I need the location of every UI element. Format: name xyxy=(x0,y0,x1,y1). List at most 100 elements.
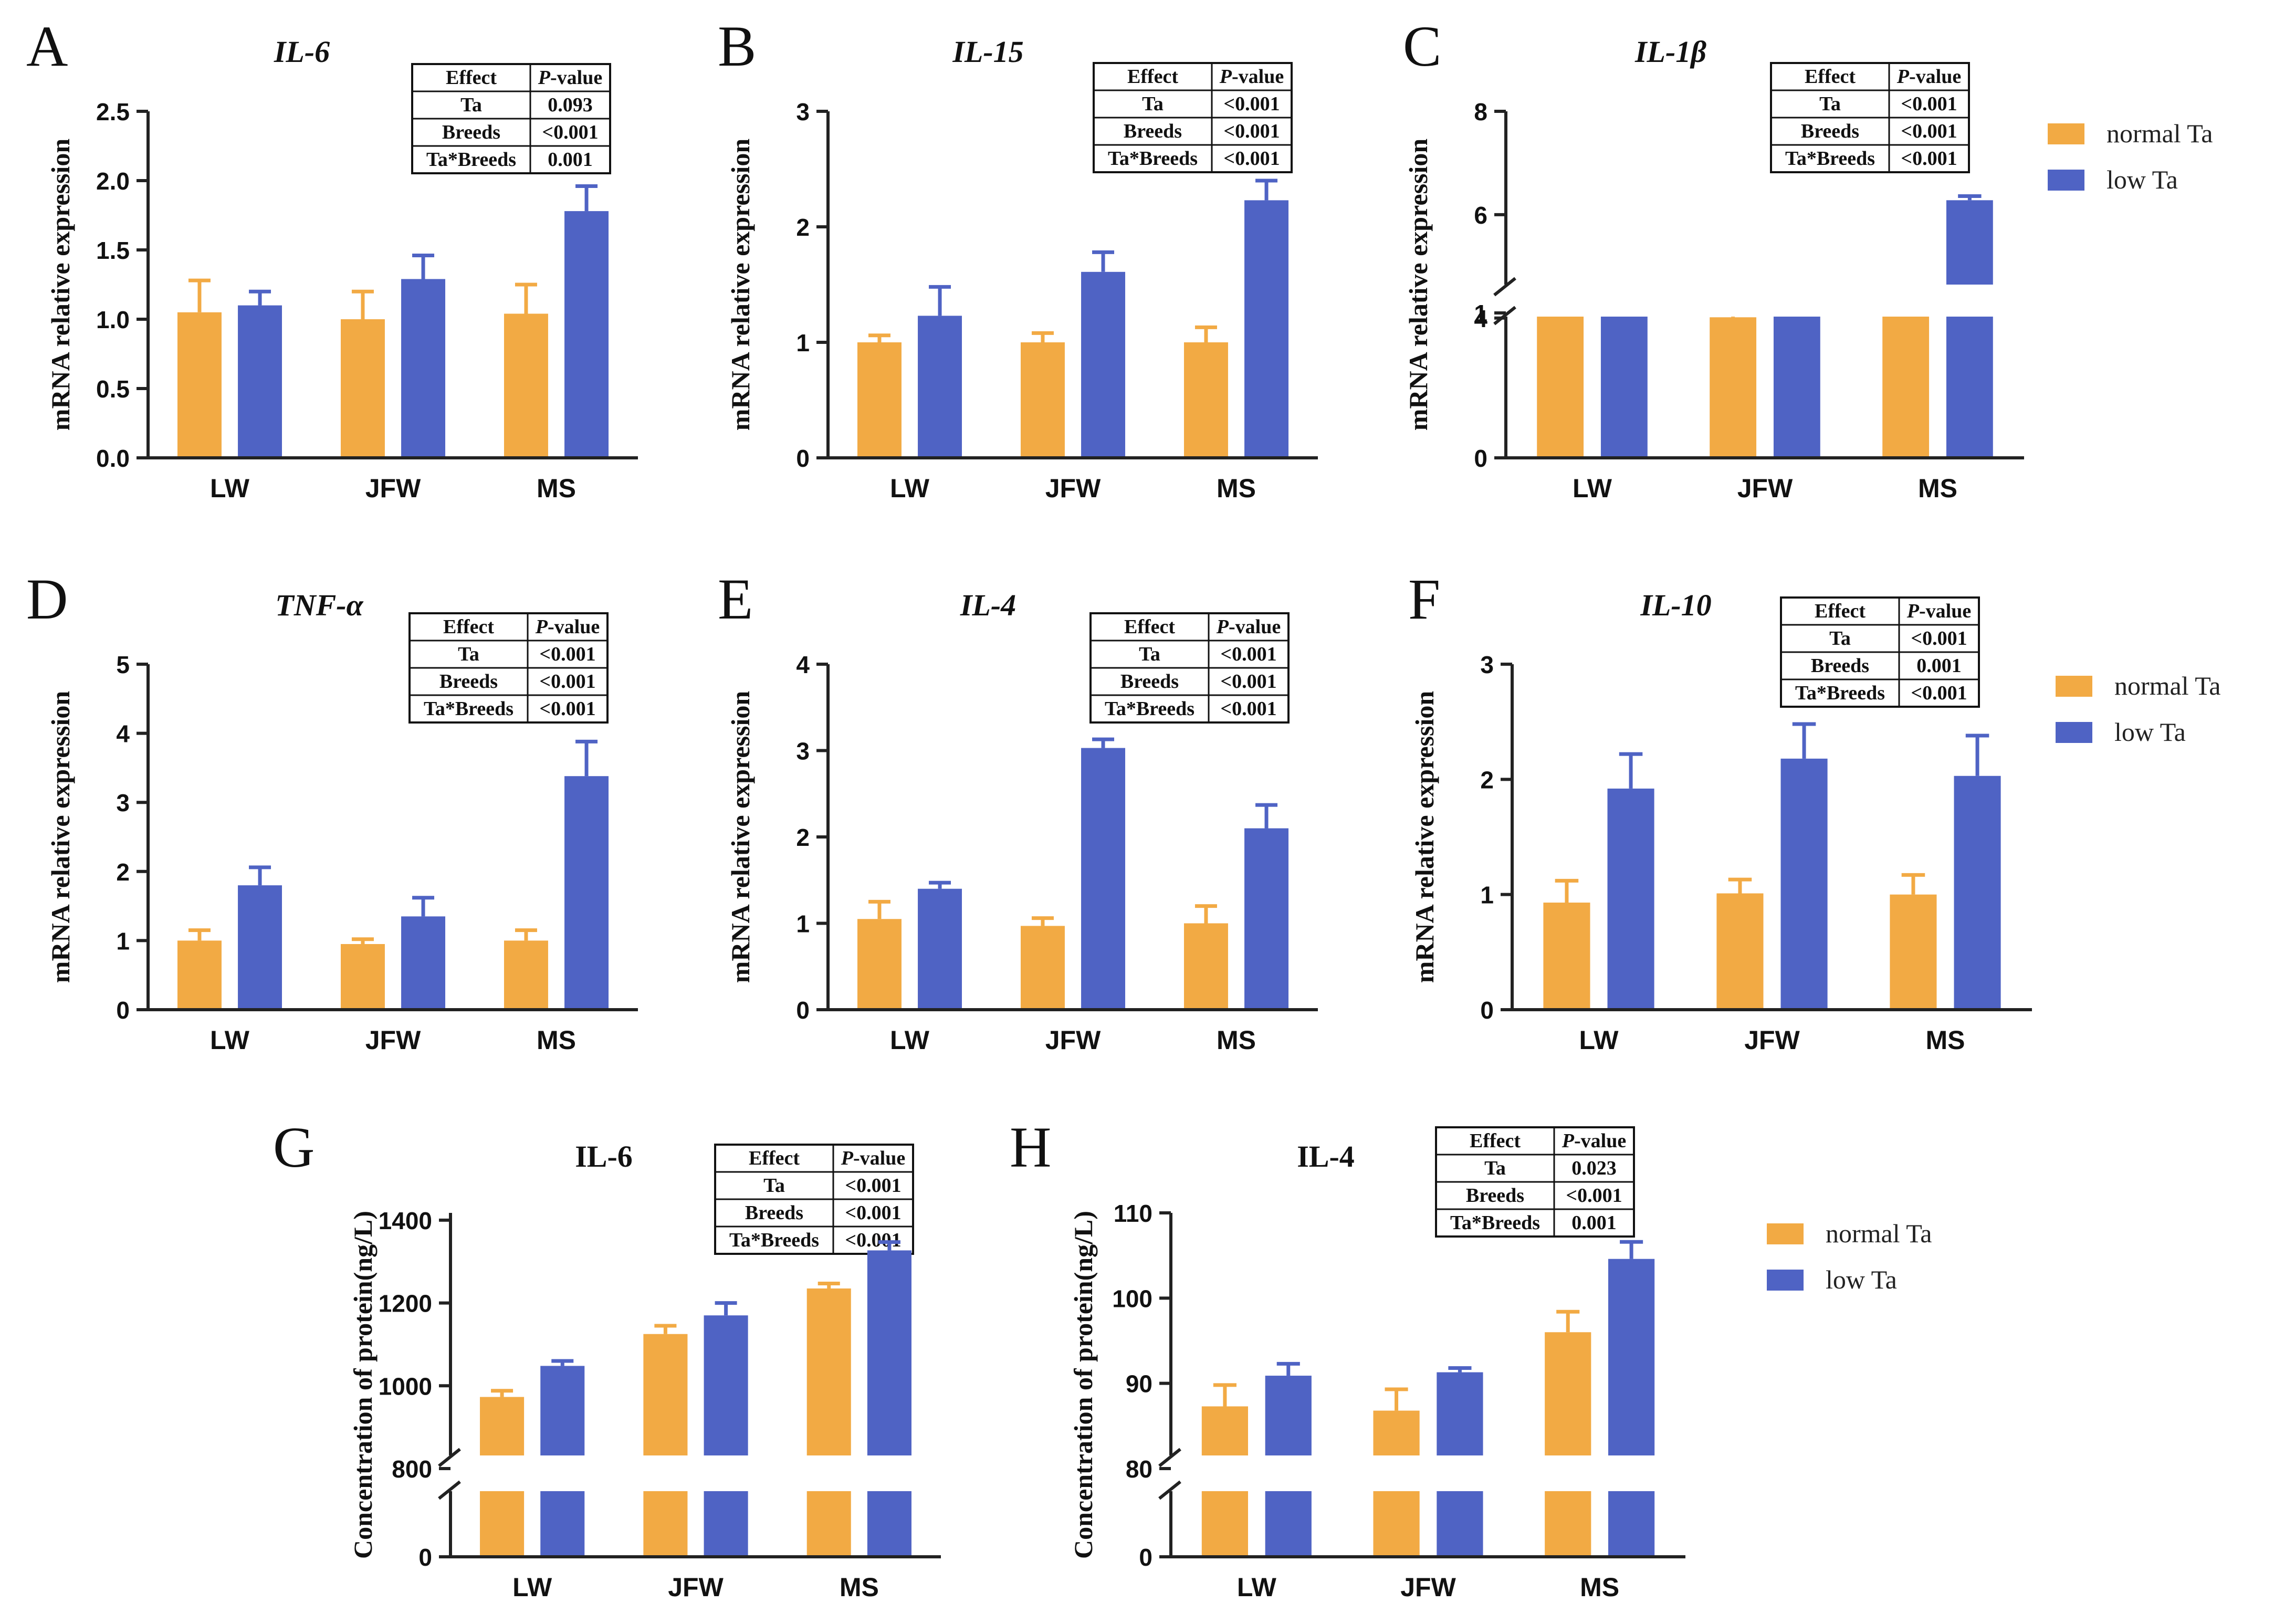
axis-break-mark xyxy=(438,1448,461,1468)
bar-normal-ms xyxy=(1183,923,1228,1010)
y-tick-label: 0 xyxy=(796,997,810,1024)
stats-pvalue: 0.001 xyxy=(548,149,593,171)
y-tick-label: 100 xyxy=(1112,1285,1152,1312)
y-tick-label: 0.5 xyxy=(96,375,130,403)
y-tick-label: 4 xyxy=(1474,305,1487,332)
panel-E: E IL-4 Effect P-value Ta <0.001 Breeds <0.001 Ta… xyxy=(718,567,1318,1055)
y-tick-label: 6 xyxy=(1474,202,1487,229)
y-axis-label: mRNA relative expression xyxy=(726,139,755,431)
axis-break-mark xyxy=(438,1480,461,1500)
stats-pvalue-header: P-value xyxy=(1562,1130,1626,1152)
x-tick-label: LW xyxy=(890,474,930,503)
stats-pvalue: 0.023 xyxy=(1571,1157,1617,1179)
bar-normal-jfw xyxy=(340,944,385,1010)
stats-effect: Effect xyxy=(1124,616,1175,638)
x-tick-label: JFW xyxy=(1737,474,1793,503)
axis-break-mark xyxy=(1158,1448,1181,1468)
panel-letter: C xyxy=(1403,14,1441,78)
y-tick-label: 8 xyxy=(1474,98,1487,125)
stats-effect: Ta xyxy=(763,1175,785,1197)
y-tick-label: 0 xyxy=(1474,445,1487,472)
bar-low-ms xyxy=(1946,200,1993,458)
x-tick-label: MS xyxy=(1217,474,1256,503)
stats-effect: Ta*Breeds xyxy=(1785,148,1875,170)
x-tick-label: JFW xyxy=(1400,1573,1456,1602)
legend-label: low Ta xyxy=(2114,717,2186,747)
x-tick-label: MS xyxy=(1926,1025,1965,1055)
stats-pvalue: <0.001 xyxy=(1220,698,1276,720)
bar-normal-lw xyxy=(857,919,902,1010)
panel-B: B IL-15 Effect P-value Ta <0.001 Breeds <0.001 T… xyxy=(718,14,1318,503)
panel-title: IL-6 xyxy=(274,35,330,69)
y-tick-label: 0 xyxy=(1480,997,1494,1024)
legend-1: normal Ta low Ta xyxy=(2048,119,2213,194)
stats-effect: Ta xyxy=(1829,627,1851,649)
bar-normal-ms xyxy=(1545,1332,1591,1557)
stats-effect: Effect xyxy=(1470,1130,1521,1152)
y-tick-label: 2 xyxy=(1480,766,1494,793)
bar-low-ms xyxy=(564,211,609,458)
y-tick-label: 3 xyxy=(796,98,810,125)
y-tick-label: 0 xyxy=(796,445,810,472)
stats-effect: Ta*Breeds xyxy=(424,698,514,720)
bar-normal-ms xyxy=(1890,894,1937,1010)
stats-effect: Ta*Breeds xyxy=(426,149,516,171)
stats-effect: Ta xyxy=(458,643,479,665)
bar-normal-ms xyxy=(1183,342,1228,458)
stats-pvalue: 0.001 xyxy=(1571,1212,1617,1234)
y-tick-label: 800 xyxy=(392,1455,432,1483)
y-tick-label: 80 xyxy=(1126,1455,1152,1483)
stats-pvalue: <0.001 xyxy=(1911,682,1967,704)
x-tick-label: MS xyxy=(840,1573,879,1602)
stats-effect: Ta xyxy=(460,94,482,116)
stats-pvalue: <0.001 xyxy=(845,1202,901,1224)
panel-title: IL-15 xyxy=(952,35,1023,69)
panel-letter: H xyxy=(1010,1115,1051,1179)
x-tick-label: JFW xyxy=(365,474,421,503)
stats-effect: Effect xyxy=(1127,66,1178,88)
bar-normal-lw xyxy=(1537,313,1584,458)
panel-letter: E xyxy=(718,567,753,631)
x-tick-label: MS xyxy=(1580,1573,1619,1602)
stats-pvalue-header: P-value xyxy=(535,616,600,638)
bar-low-lw xyxy=(918,888,962,1010)
panel-title: TNF-α xyxy=(275,588,363,622)
axis-break-gap xyxy=(453,1455,943,1491)
stats-effect: Ta xyxy=(1819,93,1841,115)
bar-low-ms xyxy=(564,776,609,1010)
x-tick-label: JFW xyxy=(1045,1025,1101,1055)
axis-break-gap xyxy=(1508,285,2026,317)
legend-swatch xyxy=(2048,123,2084,144)
legend-swatch xyxy=(1767,1223,1804,1244)
y-tick-label: 4 xyxy=(116,720,130,748)
panel-H: H IL-4 Effect P-value Ta 0.023 Breeds <0.001 Ta*… xyxy=(1010,1115,1688,1602)
panel-letter: B xyxy=(718,14,756,78)
y-tick-label: 2.0 xyxy=(96,167,130,195)
panel-title: IL-1β xyxy=(1634,35,1706,69)
x-tick-label: MS xyxy=(537,1025,576,1055)
stats-effect: Breeds xyxy=(1811,655,1869,677)
x-tick-label: MS xyxy=(1217,1025,1256,1055)
stats-effect: Effect xyxy=(1805,66,1856,88)
stats-pvalue-header: P-value xyxy=(1906,600,1971,622)
stats-effect: Breeds xyxy=(442,121,500,143)
y-axis-label: mRNA relative expression xyxy=(1403,139,1433,431)
legend-swatch xyxy=(1767,1270,1804,1291)
legend-label: normal Ta xyxy=(2107,119,2213,148)
y-tick-label: 0 xyxy=(116,997,130,1024)
bar-low-ms xyxy=(1244,828,1289,1010)
panel-F: F IL-10 Effect P-value Ta <0.001 Breeds 0.001 Ta… xyxy=(1408,567,2032,1055)
panel-title: IL-4 xyxy=(960,588,1016,622)
bar-low-jfw xyxy=(1780,758,1828,1010)
y-tick-label: 3 xyxy=(1480,651,1494,678)
bar-normal-jfw xyxy=(1020,926,1065,1010)
stats-pvalue: <0.001 xyxy=(1223,93,1280,115)
stats-pvalue: <0.001 xyxy=(1220,643,1276,665)
legend-2: normal Ta low Ta xyxy=(2056,671,2220,747)
stats-pvalue: <0.001 xyxy=(1220,670,1276,693)
x-tick-label: JFW xyxy=(365,1025,421,1055)
x-tick-label: LW xyxy=(1573,474,1612,503)
bar-low-ms xyxy=(1608,1259,1655,1557)
bar-normal-ms xyxy=(806,1288,851,1557)
panel-letter: A xyxy=(26,14,68,78)
